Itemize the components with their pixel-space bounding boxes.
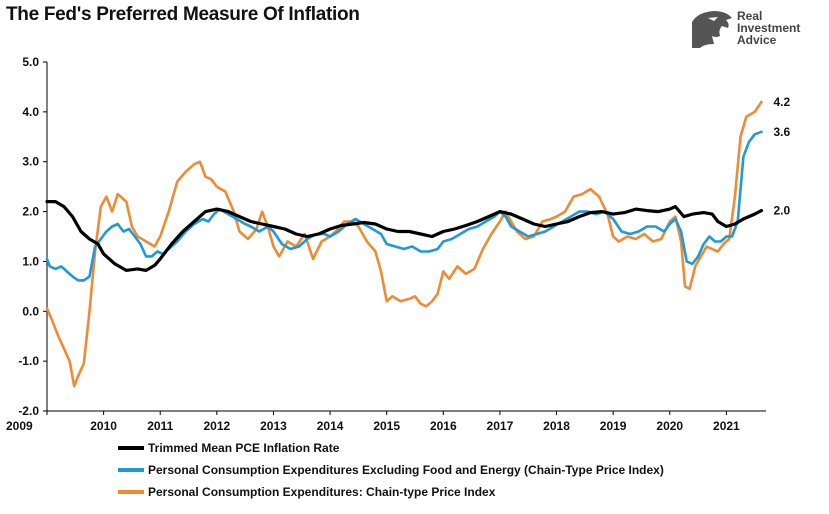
series-line-headline-pce — [45, 100, 763, 388]
series-line-core-pce — [45, 130, 763, 282]
y-tick-label: 4.0 — [22, 105, 39, 119]
y-tick-label: 2.0 — [22, 205, 39, 219]
x-tick-label: 2013 — [260, 419, 287, 433]
y-tick-label: -2.0 — [18, 404, 39, 418]
eagle-head-icon — [692, 11, 732, 48]
legend-swatch-headline-pce — [118, 489, 144, 494]
x-tick-label: 2010 — [90, 419, 117, 433]
end-label-trimmed-mean: 2.0 — [773, 204, 790, 218]
logo-line-1: Real — [737, 9, 763, 23]
legend-item-core-pce: Personal Consumption Expenditures Exclud… — [118, 462, 664, 478]
x-tick-label: 2014 — [317, 419, 344, 433]
y-tick-label: 3.0 — [22, 155, 39, 169]
x-tick-label: 2019 — [600, 419, 627, 433]
legend-swatch-trimmed-mean — [118, 445, 144, 450]
logo-line-2: Investment — [737, 21, 801, 35]
x-tick-label: 2016 — [430, 419, 457, 433]
x-tick-label: 2018 — [543, 419, 570, 433]
x-tick-label: 2021 — [713, 419, 740, 433]
legend-label-headline-pce: Personal Consumption Expenditures: Chain… — [148, 485, 496, 499]
x-tick-label: 2017 — [487, 419, 514, 433]
legend-label-core-pce: Personal Consumption Expenditures Exclud… — [148, 463, 664, 477]
chart-title: The Fed's Preferred Measure Of Inflation — [6, 4, 360, 25]
y-tick-label: 1.0 — [22, 254, 39, 268]
logo-line-3: Advice — [737, 33, 777, 47]
end-label-headline-pce: 4.2 — [773, 95, 790, 109]
y-tick-label: -1.0 — [18, 354, 39, 368]
legend-item-trimmed-mean: Trimmed Mean PCE Inflation Rate — [118, 440, 339, 456]
legend-label-trimmed-mean: Trimmed Mean PCE Inflation Rate — [148, 441, 340, 455]
end-label-core-pce: 3.6 — [773, 125, 790, 139]
x-tick-label: 2011 — [147, 419, 173, 433]
y-tick-label: 0.0 — [22, 304, 39, 318]
y-tick-label: 5.0 — [22, 55, 39, 69]
x-tick-label: 2020 — [656, 419, 683, 433]
series-line-trimmed-mean — [45, 200, 764, 272]
legend-item-headline-pce: Personal Consumption Expenditures: Chain… — [118, 484, 495, 500]
x-tick-label: 2012 — [203, 419, 230, 433]
x-tick-label: 2009 — [6, 419, 33, 433]
x-tick-label: 2015 — [373, 419, 400, 433]
legend-swatch-core-pce — [118, 467, 144, 472]
